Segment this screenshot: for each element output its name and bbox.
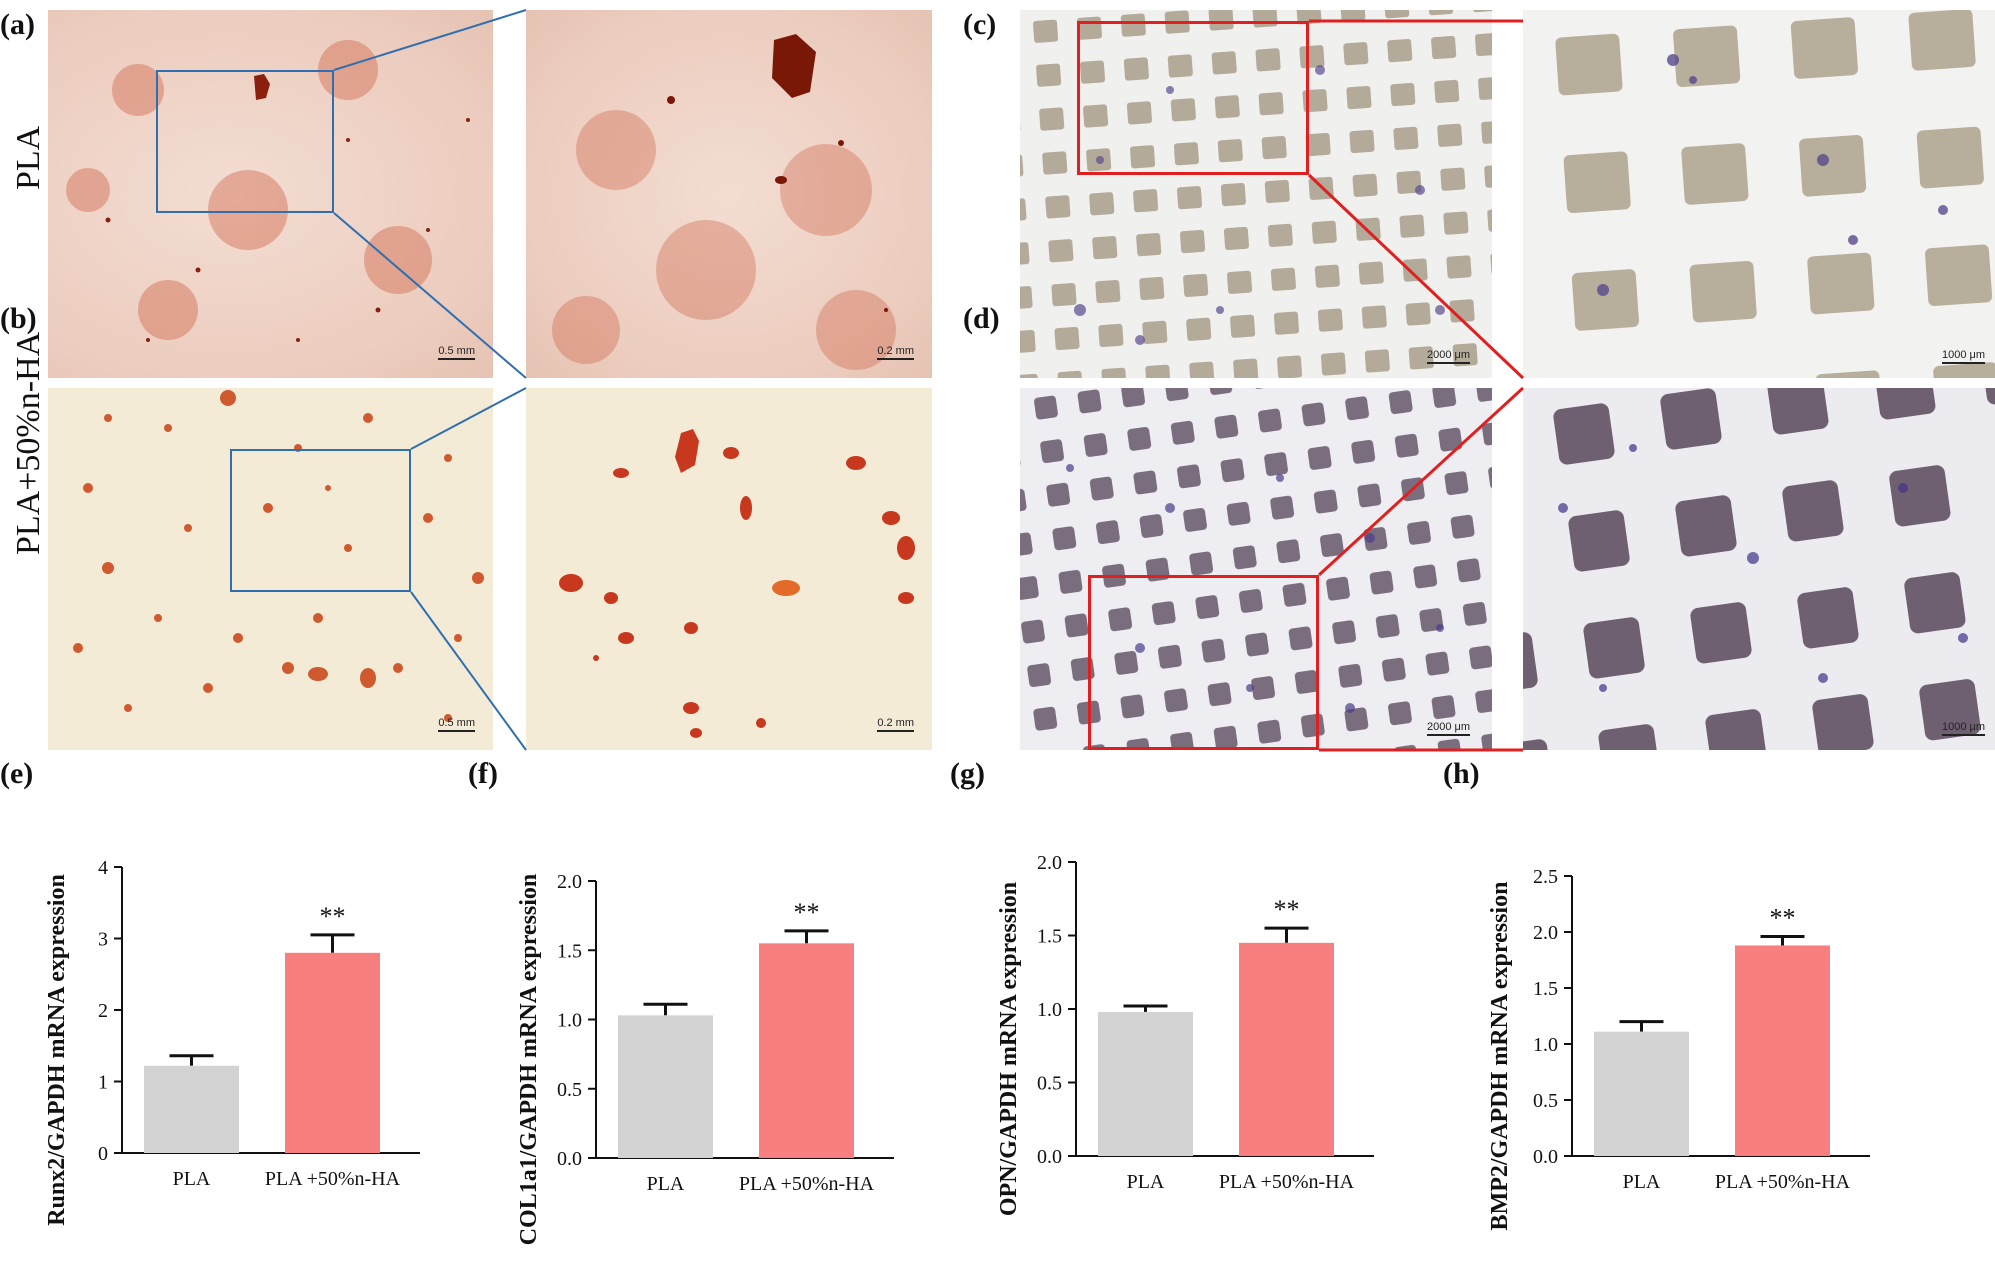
y-tick-label: 3 xyxy=(98,929,108,951)
y-axis-label: Runx2/GAPDH mRNA expression xyxy=(44,874,70,1226)
significance-marker: ** xyxy=(320,902,346,931)
chart-g-opn: 0.0 0.5 1.0 1.5 2.0 OPN/GAPDH mRNA expression… xyxy=(996,852,1374,1216)
x-tick-label: PLA +50%n-HA xyxy=(1715,1171,1851,1193)
panel-label-d: (d) xyxy=(963,302,1000,335)
zoom-connectors-ab xyxy=(333,9,527,751)
chart-f-col1a1: 0.0 0.5 1.0 1.5 2.0 COL1a1/GAPDH mRNA express… xyxy=(516,871,894,1246)
significance-marker: ** xyxy=(1770,903,1796,932)
y-tick-label: 0.5 xyxy=(557,1079,582,1101)
zoom-box-b xyxy=(230,449,411,592)
panel-label-g: (g) xyxy=(950,757,985,790)
scale-bar-a-left: 0.5 mm xyxy=(438,345,475,360)
y-tick-label: 1.5 xyxy=(1533,978,1558,1000)
y-axis-label: BMP2/GAPDH mRNA expression xyxy=(1487,882,1513,1231)
bar xyxy=(759,943,854,1158)
bar xyxy=(1594,1031,1689,1156)
scale-bar-a-right: 0.2 mm xyxy=(877,345,914,360)
panel-label-f: (f) xyxy=(468,757,498,790)
scaffold-d-overview: 2000 μm xyxy=(1020,388,1492,750)
y-tick-label: 0.0 xyxy=(557,1148,582,1170)
x-tick-label: PLA xyxy=(1127,1171,1165,1193)
y-tick-label: 2.5 xyxy=(1533,866,1558,888)
bar xyxy=(285,952,380,1153)
y-tick-label: 0.0 xyxy=(1533,1146,1558,1168)
y-axis-label: OPN/GAPDH mRNA expression xyxy=(996,882,1022,1216)
x-tick-label: PLA +50%n-HA xyxy=(1219,1171,1355,1193)
panel-label-c: (c) xyxy=(963,8,997,41)
chart-h-bmp2: 0.0 0.5 1.0 1.5 2.0 2.5 BMP2/GAPDH mRNA expres… xyxy=(1487,866,1870,1231)
y-tick-label: 1.0 xyxy=(1533,1034,1558,1056)
significance-marker: ** xyxy=(794,898,820,927)
y-axis-label: COL1a1/GAPDH mRNA expression xyxy=(516,874,542,1246)
scale-bar-b-left: 0.5 mm xyxy=(438,717,475,732)
x-tick-label: PLA xyxy=(647,1173,685,1195)
y-tick-label: 2.0 xyxy=(1533,922,1558,944)
bar xyxy=(1239,942,1334,1156)
y-tick-label: 0 xyxy=(98,1143,108,1165)
scale-bar-d-left: 2000 μm xyxy=(1426,721,1470,736)
scale-bar-c-left: 2000 μm xyxy=(1426,349,1470,364)
y-tick-label: 0.0 xyxy=(1037,1146,1062,1168)
y-tick-label: 1.5 xyxy=(1037,926,1062,948)
y-tick-label: 2.0 xyxy=(1037,852,1062,874)
y-tick-label: 0.5 xyxy=(1533,1090,1558,1112)
zoom-connectors-cd xyxy=(1307,19,1525,752)
x-tick-label: PLA +50%n-HA xyxy=(265,1168,401,1190)
scale-bar-d-right: 1000 μm xyxy=(1941,721,1985,736)
zoom-box-d xyxy=(1088,575,1319,750)
chart-e-runx2: 0 1 2 3 4 Runx2/GAPDH mRNA expression PLA PLA +… xyxy=(44,857,420,1226)
panel-label-a: (a) xyxy=(0,8,35,41)
scaffold-d-zoom: 1000 μm xyxy=(1523,388,1995,750)
scaffold-c-zoom: 1000 μm xyxy=(1523,10,1995,378)
micrograph-a-zoom: 0.2 mm xyxy=(526,10,932,378)
y-tick-label: 1.0 xyxy=(1037,999,1062,1021)
y-tick-label: 1 xyxy=(98,1072,108,1094)
bar xyxy=(144,1065,239,1153)
panel-label-b: (b) xyxy=(0,302,37,335)
x-tick-label: PLA +50%n-HA xyxy=(739,1173,875,1195)
scale-bar-c-right: 1000 μm xyxy=(1941,349,1985,364)
significance-marker: ** xyxy=(1274,895,1300,924)
micrograph-b-zoom: 0.2 mm xyxy=(526,388,932,750)
zoom-box-a xyxy=(156,70,334,213)
y-tick-label: 0.5 xyxy=(1037,1073,1062,1095)
x-tick-label: PLA xyxy=(173,1168,211,1190)
y-tick-label: 1.5 xyxy=(557,940,582,962)
zoom-box-c xyxy=(1077,21,1309,175)
panel-label-e: (e) xyxy=(0,757,34,790)
bar xyxy=(1098,1011,1193,1156)
y-tick-label: 2.0 xyxy=(557,871,582,893)
y-tick-label: 4 xyxy=(98,857,108,879)
y-tick-label: 1.0 xyxy=(557,1010,582,1032)
scaffold-c-overview: 2000 μm xyxy=(1020,10,1492,378)
panel-label-h: (h) xyxy=(1443,757,1480,790)
y-tick-label: 2 xyxy=(98,1000,108,1022)
x-tick-label: PLA xyxy=(1623,1171,1661,1193)
micrograph-b-overview: 0.5 mm xyxy=(48,388,493,750)
scale-bar-b-right: 0.2 mm xyxy=(877,717,914,732)
bar xyxy=(618,1015,713,1158)
bar xyxy=(1735,945,1830,1156)
